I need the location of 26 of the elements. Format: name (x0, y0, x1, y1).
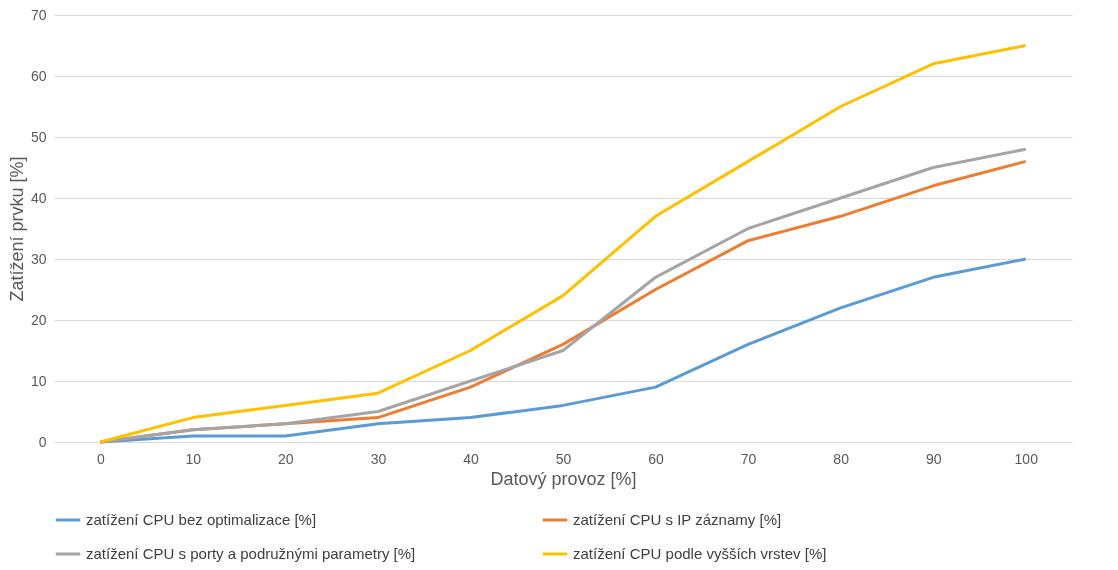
x-tick-label: 100 (1014, 450, 1039, 467)
x-axis-title: Datový provoz [%] (490, 468, 637, 489)
y-axis-title: Zatížení prvku [%] (6, 156, 27, 302)
y-tick-label: 70 (30, 6, 47, 23)
x-tick-label: 90 (925, 450, 942, 467)
y-tick-label: 50 (30, 128, 47, 145)
x-tick-label: 50 (555, 450, 572, 467)
line-series (98, 44, 1028, 444)
x-tick-label: 60 (648, 450, 665, 467)
x-tick-label: 40 (463, 450, 479, 467)
x-tick-label: 30 (370, 450, 387, 467)
legend-label: zatížení CPU podle vyšších vrstev [%] (573, 545, 827, 562)
legend-label: zatížení CPU bez optimalizace [%] (86, 511, 317, 528)
y-tick-label: 40 (30, 189, 47, 206)
x-tick-label: 0 (96, 450, 105, 467)
y-tick-label: 0 (38, 433, 47, 450)
x-tick-label: 10 (185, 450, 202, 467)
y-tick-label: 10 (30, 372, 47, 389)
legend-label: zatížení CPU s porty a podružnými parametry [%] (86, 545, 416, 562)
y-tick-label: 30 (30, 250, 47, 267)
x-tick-label: 20 (278, 450, 294, 467)
x-tick-label: 70 (740, 450, 757, 467)
y-tick-label: 20 (30, 311, 47, 328)
x-tick-label: 80 (833, 450, 850, 467)
y-tick-label: 60 (30, 67, 47, 84)
legend-label: zatížení CPU s IP záznamy [%] (573, 511, 782, 528)
